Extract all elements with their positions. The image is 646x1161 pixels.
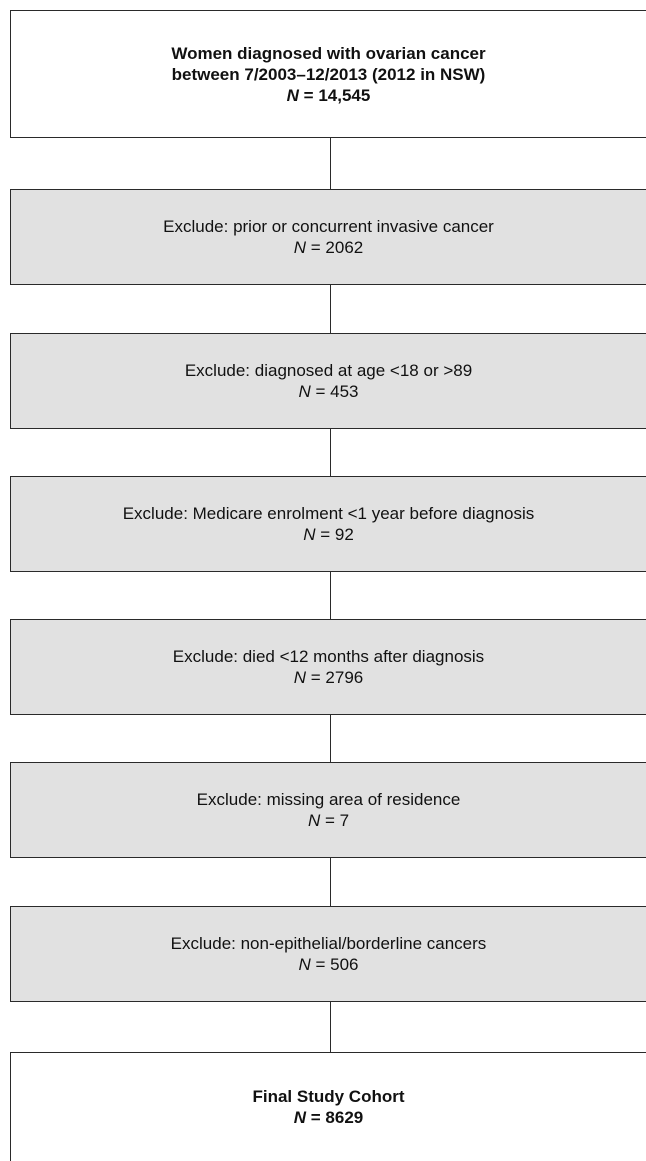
start-count: N = 14,545	[287, 85, 371, 106]
final-title: Final Study Cohort	[252, 1087, 405, 1106]
exclusion-6-text: Exclude: non-epithelial/borderline cance…	[170, 934, 487, 953]
exclusion-1-count-label: N	[293, 238, 307, 257]
start-count-value: = 14,545	[303, 85, 371, 105]
start-title-line-1: Women diagnosed with ovarian cancer	[171, 43, 486, 63]
exclusion-2-count: N = 453	[298, 381, 358, 402]
connector-6	[330, 858, 331, 906]
final-box: Final Study Cohort N = 8629	[10, 1052, 646, 1161]
exclusion-box-2: Exclude: diagnosed at age <18 or >89 N =…	[10, 333, 646, 429]
connector-5	[330, 715, 331, 762]
exclusion-2-text: Exclude: diagnosed at age <18 or >89	[184, 361, 473, 380]
exclusion-5-count-label: N	[307, 811, 321, 830]
start-title-line-2: between 7/2003–12/2013 (2012 in NSW)	[171, 64, 486, 84]
exclusion-4-count: N = 2796	[294, 667, 364, 688]
exclusion-box-4: Exclude: died <12 months after diagnosis…	[10, 619, 646, 715]
exclusion-1-count: N = 2062	[294, 237, 364, 258]
exclusion-1-text: Exclude: prior or concurrent invasive ca…	[163, 217, 494, 236]
exclusion-3-count-label: N	[303, 525, 316, 544]
connector-3	[330, 429, 331, 476]
exclusion-3-count: N = 92	[303, 524, 354, 545]
exclusion-6-count-value: = 506	[315, 955, 359, 974]
final-count: N = 8629	[294, 1107, 364, 1128]
connector-1	[330, 138, 331, 189]
exclusion-5-text: Exclude: missing area of residence	[196, 790, 461, 809]
exclusion-box-3: Exclude: Medicare enrolment <1 year befo…	[10, 476, 646, 572]
start-count-label: N	[286, 85, 299, 105]
exclusion-4-text: Exclude: died <12 months after diagnosis	[172, 647, 485, 666]
exclusion-6-count: N = 506	[298, 954, 358, 975]
connector-7	[330, 1002, 331, 1052]
exclusion-2-count-label: N	[298, 382, 311, 401]
exclusion-2-count-value: = 453	[315, 382, 359, 401]
exclusion-5-count-value: = 7	[324, 811, 350, 830]
exclusion-3-count-value: = 92	[320, 525, 354, 544]
exclusion-3-text: Exclude: Medicare enrolment <1 year befo…	[122, 504, 535, 523]
final-count-value: = 8629	[310, 1108, 364, 1127]
exclusion-4-count-label: N	[293, 668, 307, 687]
exclusion-box-6: Exclude: non-epithelial/borderline cance…	[10, 906, 646, 1002]
exclusion-6-count-label: N	[298, 955, 311, 974]
exclusion-4-count-value: = 2796	[310, 668, 364, 687]
exclusion-5-count: N = 7	[308, 810, 349, 831]
connector-4	[330, 572, 331, 619]
exclusion-box-5: Exclude: missing area of residence N = 7	[10, 762, 646, 858]
final-count-label: N	[293, 1108, 307, 1127]
start-box: Women diagnosed with ovarian cancer betw…	[10, 10, 646, 138]
exclusion-box-1: Exclude: prior or concurrent invasive ca…	[10, 189, 646, 285]
connector-2	[330, 285, 331, 333]
exclusion-1-count-value: = 2062	[310, 238, 364, 257]
